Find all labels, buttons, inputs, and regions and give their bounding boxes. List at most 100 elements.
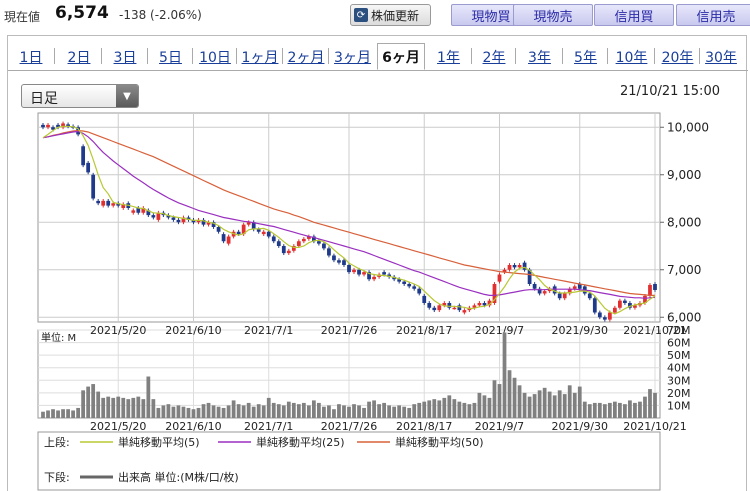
candle-body xyxy=(512,265,517,268)
ma5-line xyxy=(42,125,656,315)
margin-buy-button[interactable]: 信用買 xyxy=(594,4,674,26)
volume-bar xyxy=(507,370,512,418)
volume-bar xyxy=(587,404,592,418)
tab-6m[interactable]: 6ヶ月 xyxy=(377,43,425,70)
volume-bar xyxy=(106,396,111,418)
tab-30y[interactable]: 30年 xyxy=(705,49,737,66)
candle-body xyxy=(643,295,647,303)
volume-bar xyxy=(467,404,472,418)
volume-bar xyxy=(512,377,517,418)
volume-bar xyxy=(101,397,106,418)
volume-bar xyxy=(592,402,597,418)
tab-separator xyxy=(54,48,55,64)
volume-bar xyxy=(412,404,417,418)
volume-bar xyxy=(427,400,432,418)
candle-body xyxy=(412,286,417,289)
candle-body xyxy=(306,236,311,239)
candle-body xyxy=(542,291,547,294)
volume-bar xyxy=(261,405,266,418)
candle-body xyxy=(567,288,572,294)
candle-body xyxy=(241,224,246,235)
volume-bar xyxy=(477,392,482,418)
candle-body xyxy=(357,269,361,275)
candle-body xyxy=(296,241,301,246)
tab-separator xyxy=(515,48,516,64)
volume-tick-label: 30M xyxy=(667,374,691,387)
candle-body xyxy=(116,203,121,206)
candle-body xyxy=(46,124,50,128)
date-tick-label-bottom: 2021/10/21 xyxy=(623,420,686,433)
volume-bar xyxy=(66,409,70,418)
candle-body xyxy=(507,265,512,270)
candle-body xyxy=(201,219,206,225)
tab-5d[interactable]: 5日 xyxy=(159,49,182,66)
volume-bar xyxy=(291,402,296,418)
volume-bar xyxy=(71,410,75,418)
tab-separator xyxy=(654,48,655,64)
tab-3d[interactable]: 3日 xyxy=(113,49,137,66)
tab-10d[interactable]: 10日 xyxy=(199,49,231,66)
candle-body xyxy=(457,305,462,311)
volume-bar xyxy=(432,399,437,418)
candle-body xyxy=(532,284,537,289)
volume-bar xyxy=(567,385,572,418)
tab-10y[interactable]: 10年 xyxy=(615,49,648,66)
volume-bar xyxy=(276,404,281,418)
volume-bar xyxy=(266,397,271,418)
candle-body xyxy=(653,284,657,290)
tab-2d[interactable]: 2日 xyxy=(67,49,91,66)
volume-bar xyxy=(116,396,121,418)
margin-sell-button[interactable]: 信用売 xyxy=(676,4,750,26)
volume-bar xyxy=(286,401,291,418)
volume-bar xyxy=(602,404,607,418)
tab-2y[interactable]: 2年 xyxy=(482,49,506,66)
cash-sell-button[interactable]: 現物売 xyxy=(513,4,593,26)
candle-body xyxy=(472,305,477,308)
volume-bar xyxy=(166,404,171,418)
tab-separator xyxy=(282,48,283,64)
ma25-line xyxy=(42,130,656,299)
tab-1m[interactable]: 1ヶ月 xyxy=(241,49,279,66)
period-select[interactable]: 日足 ▼ xyxy=(21,84,139,108)
candle-body xyxy=(422,295,427,303)
candle-body xyxy=(417,288,422,294)
volume-bar xyxy=(301,402,306,418)
tab-1y[interactable]: 1年 xyxy=(437,49,460,66)
volume-bar xyxy=(171,406,176,418)
candle-body xyxy=(628,303,632,308)
volume-bar xyxy=(342,405,346,418)
candle-body xyxy=(502,269,507,273)
candle-body xyxy=(547,288,552,292)
tab-5y[interactable]: 5年 xyxy=(574,49,597,66)
chevron-down-icon[interactable]: ▼ xyxy=(116,85,138,107)
candle-body xyxy=(462,310,467,313)
candle-body xyxy=(81,146,86,166)
tab-3y[interactable]: 3年 xyxy=(528,49,551,66)
candle-body xyxy=(211,222,216,227)
volume-bar xyxy=(582,401,587,418)
volume-bar xyxy=(191,409,196,418)
volume-bar xyxy=(61,409,65,418)
candle-body xyxy=(106,200,111,206)
candle-body xyxy=(141,208,146,213)
candle-body xyxy=(347,265,351,273)
candle-body xyxy=(402,281,407,284)
tab-2m[interactable]: 2ヶ月 xyxy=(287,49,325,66)
tab-separator xyxy=(562,48,563,64)
refresh-price-button[interactable]: ⟳ 株価更新 xyxy=(350,4,431,26)
legend-ma50-label: 単純移動平均(50) xyxy=(395,435,484,449)
current-price-label: 現在値 xyxy=(4,10,41,24)
candle-body xyxy=(171,217,176,220)
volume-bar xyxy=(577,386,582,418)
tab-20y[interactable]: 20年 xyxy=(661,49,694,66)
volume-bar xyxy=(161,405,166,418)
volume-bar xyxy=(146,376,151,418)
tab-3m[interactable]: 3ヶ月 xyxy=(334,49,371,66)
volume-bar xyxy=(332,409,336,418)
refresh-icon: ⟳ xyxy=(354,8,368,22)
tab-1d[interactable]: 1日 xyxy=(19,49,43,66)
volume-bar xyxy=(51,409,55,418)
volume-bar xyxy=(296,404,301,418)
volume-bar xyxy=(407,407,412,418)
volume-bar xyxy=(312,400,316,418)
